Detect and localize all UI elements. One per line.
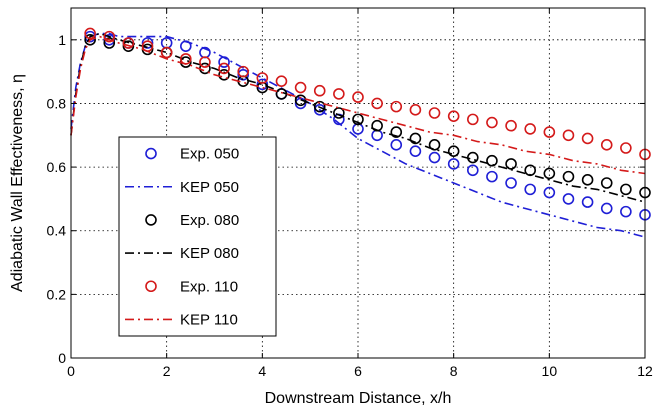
legend-marker [145, 214, 157, 226]
data-point [620, 205, 632, 218]
series-line-kep-080 [70, 32, 646, 203]
data-point [84, 30, 96, 43]
data-point [390, 126, 403, 138]
data-point [428, 151, 441, 164]
y-tick-label: 0.4 [47, 223, 67, 239]
y-tick-label: 0 [58, 350, 66, 366]
legend: Exp. 050 KEP 050 Exp. 080 KEP 080 Exp. 110 KE… [118, 136, 277, 337]
data-point [103, 30, 116, 43]
data-point [447, 158, 460, 170]
data-point [428, 139, 441, 151]
data-point [486, 170, 498, 183]
data-point [505, 119, 517, 132]
data-point [409, 104, 422, 116]
data-point [466, 113, 479, 126]
x-axis-title: Downstream Distance, x/h [265, 390, 452, 407]
legend-label: Exp. 050 [180, 146, 239, 163]
data-point [505, 177, 517, 189]
y-tick-label: 1 [58, 32, 66, 48]
data-point [409, 145, 422, 157]
legend-label: KEP 080 [180, 245, 239, 262]
axis-ticks: 0 2 4 6 8 10 12 0 0.2 0.4 0.6 0.8 1 [47, 8, 653, 379]
data-point [524, 183, 537, 196]
data-point [352, 113, 364, 126]
data-point [505, 158, 517, 170]
data-point [466, 151, 479, 164]
data-point [562, 193, 575, 205]
data-point [333, 88, 345, 100]
series-exp-110 [84, 27, 651, 161]
data-point [122, 40, 135, 52]
data-point [371, 129, 383, 142]
data-point [390, 139, 403, 151]
series-layer [70, 27, 651, 238]
series-line-kep-110 [70, 35, 646, 175]
data-point [313, 100, 326, 113]
data-point [103, 37, 116, 49]
legend-marker [145, 280, 157, 293]
data-point [333, 107, 345, 119]
x-tick-label: 6 [354, 363, 362, 379]
data-point [466, 164, 479, 177]
y-tick-label: 0.6 [47, 159, 67, 175]
data-point [524, 123, 537, 135]
data-point [84, 34, 96, 46]
data-point [486, 116, 498, 129]
y-axis-title: Adiabatic Wall Effectiveness, η [9, 74, 26, 292]
y-tick-label: 0.2 [47, 286, 67, 302]
data-point [486, 154, 498, 167]
data-point [199, 56, 211, 68]
data-point [447, 110, 460, 122]
legend-marker [145, 147, 157, 160]
data-point [620, 183, 632, 196]
data-point [313, 84, 326, 97]
data-point [562, 129, 575, 142]
data-point [562, 170, 575, 183]
data-point [294, 94, 307, 107]
data-point [103, 34, 116, 46]
data-point [390, 100, 403, 113]
data-point [600, 177, 613, 189]
data-point [581, 196, 594, 208]
x-tick-label: 4 [258, 363, 266, 379]
x-tick-label: 10 [542, 363, 558, 379]
data-point [218, 62, 230, 75]
data-point [409, 132, 422, 145]
data-point [122, 37, 135, 49]
data-point [141, 37, 154, 49]
x-tick-label: 12 [637, 363, 653, 379]
data-point [294, 81, 307, 94]
data-point [428, 107, 441, 119]
y-tick-label: 0.8 [47, 95, 67, 111]
x-tick-label: 0 [67, 363, 75, 379]
data-point [275, 75, 288, 87]
data-point [620, 142, 632, 154]
x-tick-label: 8 [450, 363, 458, 379]
legend-label: Exp. 110 [180, 278, 238, 295]
legend-box [118, 136, 277, 337]
data-point [352, 91, 364, 103]
data-point [256, 72, 269, 84]
legend-label: Exp. 080 [180, 212, 239, 229]
data-point [543, 167, 556, 180]
data-point [160, 46, 173, 59]
x-tick-label: 2 [163, 363, 171, 379]
data-point [543, 186, 556, 199]
data-point [371, 97, 383, 110]
data-point [447, 145, 460, 157]
data-point [84, 27, 96, 40]
data-point [543, 126, 556, 138]
data-point [581, 174, 594, 186]
data-point [256, 78, 269, 91]
data-point [237, 69, 249, 81]
data-point [600, 202, 613, 215]
legend-label: KEP 110 [180, 311, 238, 328]
legend-label: KEP 050 [180, 179, 239, 196]
data-point [237, 65, 249, 78]
data-point [581, 132, 594, 145]
data-point [600, 139, 613, 151]
